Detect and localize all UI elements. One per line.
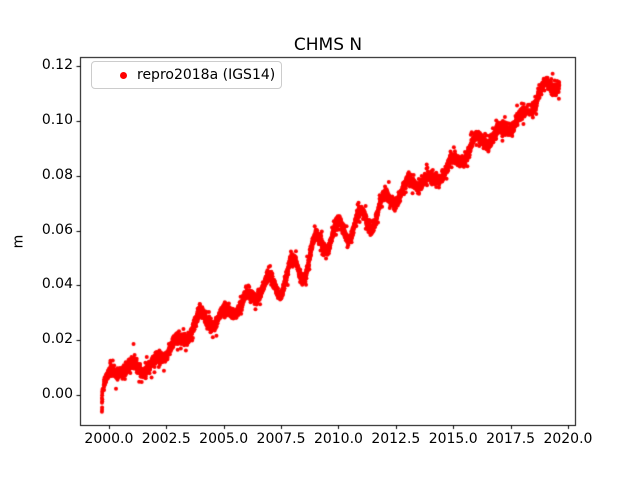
x-tick-label: 2007.5: [256, 431, 306, 447]
x-tick-label: 2005.0: [199, 431, 249, 447]
x-tick-label: 2015.0: [428, 431, 478, 447]
y-tick-label: 0.02: [41, 330, 73, 347]
y-tick-label: 0.06: [41, 221, 73, 238]
x-tick-label: 2017.5: [486, 431, 536, 447]
y-tick-label: 0.10: [41, 112, 73, 129]
y-tick-label: 0.08: [41, 166, 73, 183]
chart-title: CHMS N: [293, 35, 363, 55]
x-tick-label: 2000.0: [84, 431, 134, 447]
y-tick-label: 0.00: [41, 385, 73, 402]
y-tick-label: 0.04: [41, 276, 73, 293]
legend: repro2018a (IGS14): [91, 61, 282, 89]
x-tick-label: 2020.0: [543, 431, 593, 447]
x-tick-label: 2012.5: [371, 431, 421, 447]
x-tick-label: 2002.5: [141, 431, 191, 447]
y-tick-label: 0.12: [41, 57, 73, 74]
plot-area: [80, 58, 576, 425]
legend-label: repro2018a (IGS14): [137, 66, 276, 83]
legend-marker-dot-icon: [120, 71, 127, 79]
x-tick-label: 2010.0: [313, 431, 363, 447]
